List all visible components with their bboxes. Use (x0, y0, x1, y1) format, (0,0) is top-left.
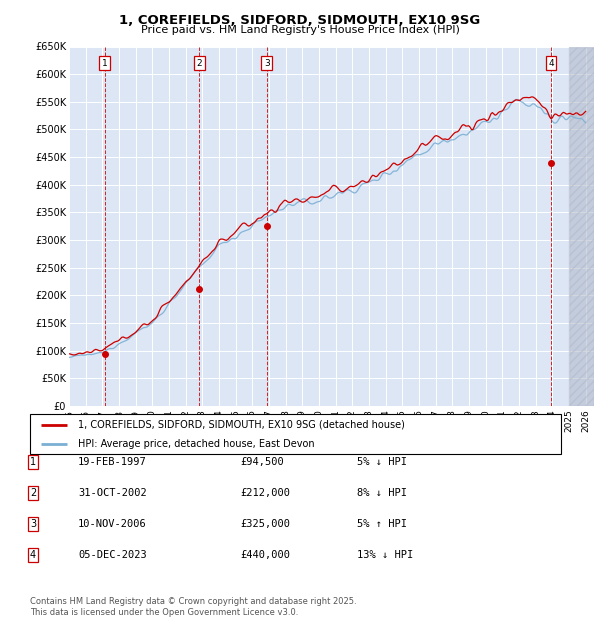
Text: 10-NOV-2006: 10-NOV-2006 (78, 519, 147, 529)
Bar (569, 46, 594, 406)
Text: 1: 1 (101, 59, 107, 68)
Text: 31-OCT-2002: 31-OCT-2002 (78, 488, 147, 498)
Text: 05-DEC-2023: 05-DEC-2023 (78, 550, 147, 560)
Text: Price paid vs. HM Land Registry's House Price Index (HPI): Price paid vs. HM Land Registry's House … (140, 25, 460, 35)
Text: £94,500: £94,500 (240, 457, 284, 467)
Text: 8% ↓ HPI: 8% ↓ HPI (357, 488, 407, 498)
Text: 1: 1 (30, 457, 36, 467)
Text: 1, COREFIELDS, SIDFORD, SIDMOUTH, EX10 9SG: 1, COREFIELDS, SIDFORD, SIDMOUTH, EX10 9… (119, 14, 481, 27)
Text: 4: 4 (30, 550, 36, 560)
Text: 5% ↑ HPI: 5% ↑ HPI (357, 519, 407, 529)
Text: 2: 2 (197, 59, 202, 68)
Text: Contains HM Land Registry data © Crown copyright and database right 2025.
This d: Contains HM Land Registry data © Crown c… (30, 598, 356, 617)
Text: 19-FEB-1997: 19-FEB-1997 (78, 457, 147, 467)
Text: £440,000: £440,000 (240, 550, 290, 560)
Text: 5% ↓ HPI: 5% ↓ HPI (357, 457, 407, 467)
Text: 2: 2 (30, 488, 36, 498)
Text: HPI: Average price, detached house, East Devon: HPI: Average price, detached house, East… (78, 439, 314, 449)
Text: £212,000: £212,000 (240, 488, 290, 498)
Text: 3: 3 (30, 519, 36, 529)
Text: 4: 4 (548, 59, 554, 68)
Text: 1, COREFIELDS, SIDFORD, SIDMOUTH, EX10 9SG (detached house): 1, COREFIELDS, SIDFORD, SIDMOUTH, EX10 9… (78, 420, 404, 430)
Text: 3: 3 (264, 59, 270, 68)
Text: 13% ↓ HPI: 13% ↓ HPI (357, 550, 413, 560)
Text: £325,000: £325,000 (240, 519, 290, 529)
FancyBboxPatch shape (30, 414, 561, 454)
